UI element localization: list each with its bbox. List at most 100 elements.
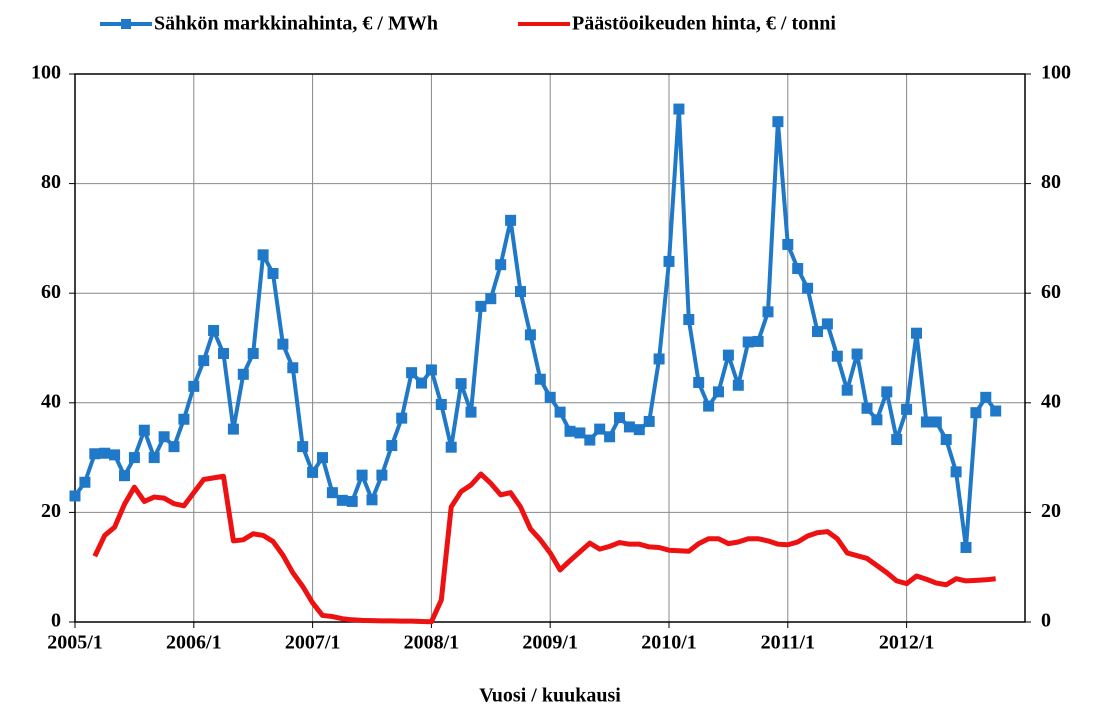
data-point [920, 416, 932, 428]
data-point [990, 405, 1002, 417]
data-point [178, 413, 190, 425]
data-point [119, 470, 130, 482]
data-point [208, 324, 220, 336]
data-point [277, 338, 289, 350]
data-point [871, 414, 883, 426]
series-line [73, 107, 998, 550]
data-point [821, 318, 833, 330]
data-point [317, 452, 328, 464]
x-tick-label: 2005/1 [47, 632, 103, 654]
y-tick-label: 60 [41, 281, 61, 303]
data-point [713, 386, 724, 398]
data-point [366, 494, 378, 506]
data-point [386, 440, 398, 452]
data-point [396, 412, 408, 424]
data-point [911, 327, 922, 339]
data-point [604, 431, 616, 443]
data-point [802, 282, 814, 294]
data-point [455, 378, 467, 390]
data-point [326, 487, 338, 499]
data-point [198, 355, 210, 367]
x-axis-label: Vuosi / kuukausi [479, 685, 621, 707]
data-point [841, 384, 853, 396]
data-point [109, 449, 121, 461]
x-tick-label: 2006/1 [166, 632, 222, 654]
data-point [356, 469, 368, 481]
data-point [891, 434, 903, 446]
data-point [970, 407, 982, 419]
data-point [831, 350, 843, 362]
data-point [237, 368, 249, 380]
data-point [416, 377, 427, 389]
data-point [772, 116, 784, 128]
y2-tick-label: 60 [1041, 281, 1061, 303]
data-point [505, 214, 517, 226]
data-point [673, 103, 685, 115]
data-point [861, 402, 873, 414]
data-point [643, 415, 655, 427]
data-point [515, 286, 526, 298]
legend-label: Päästöoikeuden hinta, € / tonni [572, 13, 836, 35]
y-tick-label: 40 [41, 390, 61, 412]
y2-tick-label: 40 [1041, 390, 1061, 412]
data-point [188, 380, 200, 392]
data-point [445, 441, 457, 453]
x-tick-label: 2011/1 [761, 632, 815, 654]
data-point [99, 447, 111, 459]
x-tick-label: 2008/1 [404, 632, 460, 654]
data-point [257, 249, 269, 261]
data-point [980, 391, 992, 403]
data-point [653, 353, 665, 365]
data-point [544, 391, 556, 403]
data-point [336, 494, 348, 506]
y-tick-label: 20 [41, 500, 61, 522]
data-point [69, 490, 81, 502]
x-tick-label: 2012/1 [879, 632, 935, 654]
legend-marker [121, 19, 131, 29]
y2-tick-label: 0 [1041, 610, 1051, 632]
data-point [950, 466, 962, 478]
data-point [435, 398, 447, 410]
data-point [960, 541, 972, 553]
data-point [425, 364, 437, 376]
data-point [703, 400, 715, 412]
data-point [267, 267, 279, 279]
data-point [227, 423, 239, 435]
data-point [524, 329, 536, 341]
data-point [376, 469, 388, 481]
data-point [812, 326, 823, 338]
data-point [89, 448, 101, 460]
data-point [584, 434, 596, 446]
data-point [940, 434, 952, 446]
data-point [554, 406, 566, 418]
data-point [930, 416, 942, 428]
data-point [663, 255, 675, 267]
data-point [148, 452, 160, 464]
data-point [218, 347, 229, 359]
data-point [346, 495, 358, 507]
y2-tick-label: 100 [1041, 62, 1071, 84]
y-tick-label: 100 [31, 62, 61, 84]
data-point [406, 367, 418, 379]
data-point [732, 379, 744, 391]
data-point [752, 335, 764, 347]
data-point [782, 238, 794, 250]
data-point [485, 293, 497, 305]
data-point [851, 348, 863, 360]
data-point [683, 314, 695, 326]
y2-tick-label: 20 [1041, 500, 1061, 522]
x-tick-label: 2007/1 [285, 632, 341, 654]
data-point [297, 441, 309, 453]
data-point [574, 427, 586, 439]
series-line [92, 471, 996, 625]
data-point [792, 263, 804, 275]
data-point [287, 362, 299, 374]
y-tick-label: 0 [51, 610, 61, 632]
data-point [168, 441, 180, 453]
data-point [247, 347, 259, 359]
data-point [614, 412, 625, 424]
data-point [633, 424, 645, 436]
data-point [534, 373, 546, 385]
data-point [722, 349, 734, 361]
